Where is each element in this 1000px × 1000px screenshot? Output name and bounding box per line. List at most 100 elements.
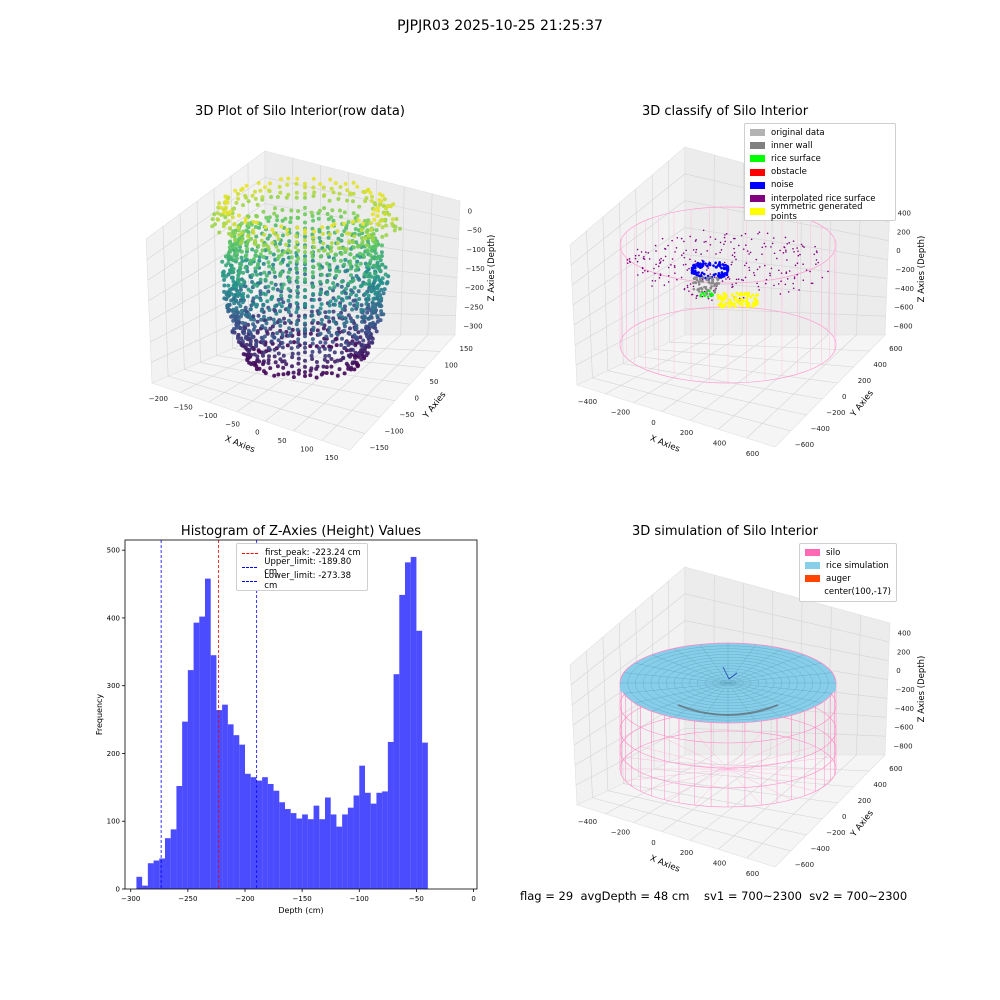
panel1-point (270, 294, 275, 299)
panel1-point (331, 190, 336, 195)
panel1-point (275, 214, 279, 219)
panel1-point (229, 263, 234, 268)
panel1-point (348, 279, 353, 284)
panel1-point (375, 222, 380, 227)
panel3-bar (245, 773, 251, 889)
panel1-z-tick: −100 (466, 246, 485, 254)
panel2-point (783, 246, 785, 248)
panel1-point (296, 332, 301, 337)
panel1-point (225, 303, 230, 308)
panel2-point (723, 261, 726, 264)
panel4-grid-line (746, 754, 857, 859)
panel3-bar (187, 670, 194, 889)
panel1-point (310, 232, 315, 237)
panel2-z-tick: −200 (896, 266, 915, 274)
panel2-grid-line (602, 216, 609, 371)
panel1-point (353, 350, 358, 355)
panel2-point (695, 251, 697, 254)
panel1-point (278, 309, 283, 314)
panel4-grid-line (718, 754, 829, 850)
panel1-point (248, 258, 253, 263)
panel1-point (376, 266, 381, 270)
panel1-point (262, 369, 266, 374)
panel1-point (263, 225, 268, 230)
panel1-point (383, 272, 388, 277)
panel1-point (350, 219, 355, 224)
panel2-point (817, 261, 820, 264)
panel2-symmetric-point (722, 292, 726, 296)
panel2-z-tick: 400 (898, 209, 911, 217)
panel1-point (296, 248, 301, 253)
panel1-point (280, 340, 285, 345)
panel2-point (720, 249, 723, 251)
panel2-point (799, 253, 801, 256)
panel1-point (365, 334, 370, 339)
panel1-point (239, 311, 244, 316)
panel4-3d-simulation[interactable]: −400−2000200400600−600−400−2000200400600… (560, 555, 960, 880)
panel3-bar (205, 578, 211, 889)
panel1-point (379, 250, 384, 255)
panel1-point (333, 181, 338, 186)
panel2-point (816, 251, 818, 254)
panel1-point (337, 246, 341, 251)
panel1-point (352, 234, 357, 239)
panel3-bar (153, 860, 160, 889)
panel4-grid-line (571, 620, 889, 706)
panel2-point (765, 278, 768, 281)
panel2-point (749, 251, 752, 254)
panel2-legend-item: inner wall (750, 139, 890, 152)
panel1-y-tick: −150 (370, 444, 389, 452)
panel3-histogram[interactable]: −300 −250 −200 −150 −100 −50 0 0 100 200 300 400 500… (80, 530, 490, 920)
panel2-point (815, 250, 818, 252)
panel1-point (278, 190, 283, 195)
panel2-point (797, 250, 799, 252)
panel2-point (731, 254, 734, 257)
panel4-grid-line (570, 593, 890, 686)
legend-swatch (805, 549, 820, 557)
panel1-y-tick: −100 (385, 427, 404, 435)
panel1-point (294, 195, 299, 200)
panel1-point (271, 317, 276, 322)
panel1-point (278, 273, 283, 278)
panel1-point (329, 215, 334, 220)
panel4-auger-shadow (677, 704, 779, 716)
legend-swatch (805, 589, 818, 596)
panel1-point (356, 289, 361, 294)
panel2-x-axis-label: X Axies (648, 434, 681, 455)
panel1-point (327, 272, 332, 277)
panel1-floor-pane (151, 334, 456, 451)
panel1-point (261, 303, 266, 308)
panel3-bar (410, 556, 417, 889)
panel1-point (278, 357, 283, 362)
panel3-bar (193, 622, 200, 889)
panel1-point (261, 261, 266, 266)
panel4-z-tick: −200 (896, 686, 915, 694)
panel1-point (267, 215, 272, 220)
panel1-point (282, 250, 287, 255)
panel1-point (303, 260, 307, 265)
panel1-point (320, 231, 325, 236)
panel1-point (286, 298, 291, 303)
panel1-point (341, 355, 346, 360)
panel1-point (273, 206, 277, 211)
panel2-grid-line (605, 334, 714, 395)
panel1-point (342, 210, 347, 215)
panel1-grid-line (168, 375, 366, 434)
panel2-point (644, 269, 646, 272)
panel3-bar (210, 655, 217, 889)
panel4-y-tick: 200 (858, 797, 871, 805)
panel1-point (270, 227, 275, 232)
panel1-point (321, 370, 326, 375)
panel1-point (270, 267, 275, 271)
panel1-point (295, 285, 300, 289)
panel1-3d-scatter[interactable]: −200−150−100−50050100150−150−100−5005010… (130, 135, 500, 460)
panel2-point (779, 249, 781, 252)
panel4-auger (722, 666, 738, 680)
panel2-symmetric-point (739, 293, 743, 297)
panel2-grid-line (661, 334, 771, 412)
panel4-floor-spoke (694, 768, 729, 806)
panel2-noise-point (706, 264, 709, 268)
panel1-point (296, 351, 301, 356)
panel1-point (346, 353, 351, 358)
panel4-z-tick: −400 (895, 705, 914, 713)
